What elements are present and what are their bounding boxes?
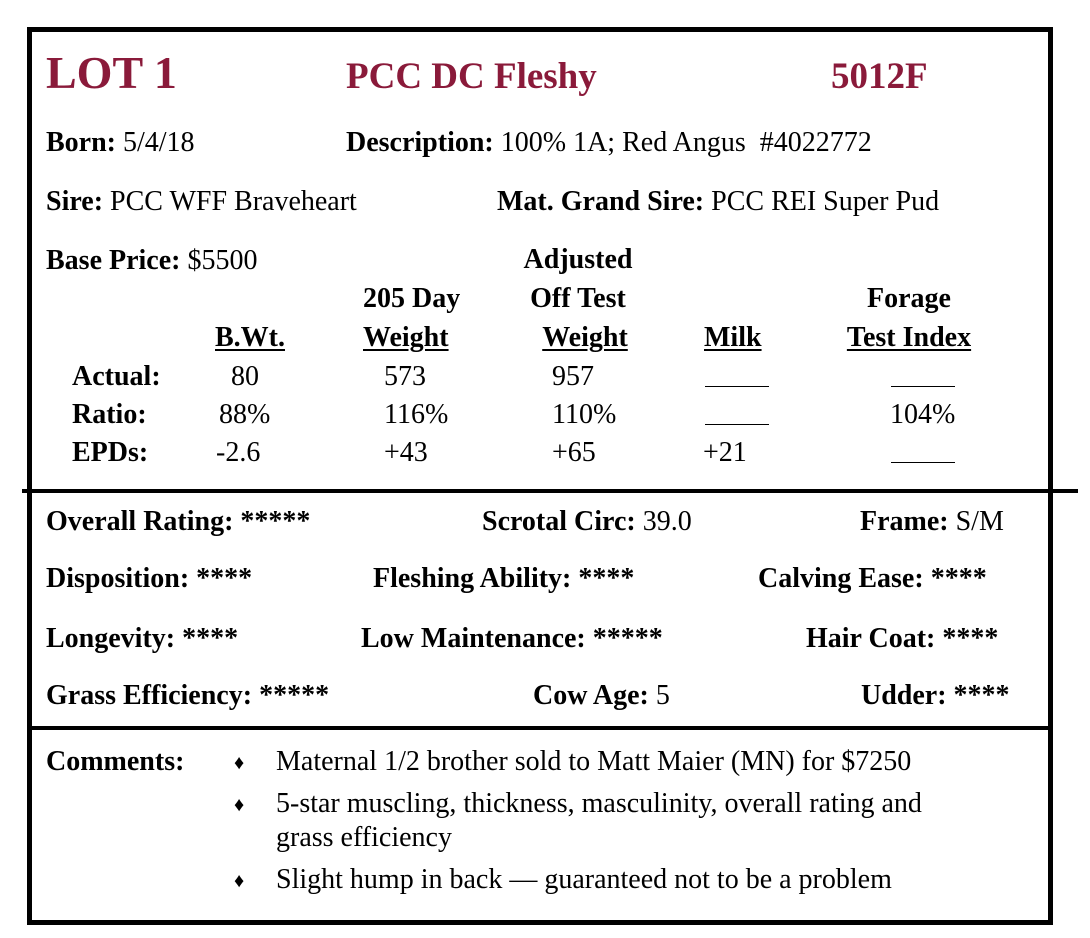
overall-rating: Overall Rating: ***** bbox=[46, 506, 311, 537]
base-price-label: Base Price: bbox=[46, 245, 181, 276]
header-forage-line2: Test Index bbox=[846, 322, 972, 353]
base-price-value: $5500 bbox=[187, 245, 258, 276]
row-ratio-label: Ratio: bbox=[72, 399, 147, 430]
description-label: Description: bbox=[346, 127, 494, 158]
row-actual-205: 573 bbox=[384, 361, 426, 392]
low-maintenance: Low Maintenance: ***** bbox=[361, 623, 663, 654]
comment-item: 5-star muscling, thickness, masculinity,… bbox=[276, 788, 922, 819]
calving-ease: Calving Ease: **** bbox=[758, 563, 987, 594]
row-ratio-milk bbox=[705, 415, 769, 433]
cow-age: Cow Age: 5 bbox=[533, 680, 670, 711]
sire-label: Sire: bbox=[46, 186, 104, 217]
row-epds-forage bbox=[891, 453, 955, 471]
bullet-icon: ♦ bbox=[234, 794, 245, 816]
row-actual-milk bbox=[705, 377, 769, 395]
grass-efficiency: Grass Efficiency: ***** bbox=[46, 680, 330, 711]
scrotal-circ: Scrotal Circ: 39.0 bbox=[482, 506, 692, 537]
row-ratio-bwt: 88% bbox=[219, 399, 271, 430]
longevity: Longevity: **** bbox=[46, 623, 239, 654]
row-ratio-adj: 110% bbox=[552, 399, 617, 430]
mgs-label: Mat. Grand Sire: bbox=[497, 186, 705, 217]
header-adj-line1: Adjusted bbox=[523, 244, 633, 275]
fleshing-ability: Fleshing Ability: **** bbox=[373, 563, 635, 594]
header-bwt: B.Wt. bbox=[215, 322, 285, 353]
row-epds-205: +43 bbox=[384, 437, 428, 468]
comments-label: Comments: bbox=[46, 746, 185, 777]
row-epds-milk: +21 bbox=[703, 437, 747, 468]
bullet-icon: ♦ bbox=[234, 752, 245, 774]
lot-number: LOT 1 bbox=[46, 47, 177, 98]
base-price-line: Base Price: $5500 bbox=[46, 245, 258, 277]
comment-item-continuation: grass efficiency bbox=[276, 822, 452, 853]
description-line: Description: 100% 1A; Red Angus #4022772 bbox=[346, 127, 872, 159]
header-205-line2: Weight bbox=[363, 322, 449, 353]
row-actual-forage bbox=[891, 377, 955, 395]
header-adj-line2: Off Test bbox=[530, 283, 626, 314]
bullet-icon: ♦ bbox=[234, 870, 245, 892]
row-actual-bwt: 80 bbox=[231, 361, 259, 392]
udder: Udder: **** bbox=[861, 680, 1010, 711]
mat-grand-sire-line: Mat. Grand Sire: PCC REI Super Pud bbox=[497, 186, 939, 218]
header-adj-line3: Weight bbox=[542, 322, 628, 353]
sire-value: PCC WFF Braveheart bbox=[110, 186, 357, 217]
lot-card bbox=[27, 27, 1053, 925]
comment-item: Maternal 1/2 brother sold to Matt Maier … bbox=[276, 746, 912, 777]
born-label: Born: bbox=[46, 127, 116, 158]
comments-divider bbox=[27, 726, 1053, 730]
header-205-line1: 205 Day bbox=[363, 283, 461, 314]
row-ratio-205: 116% bbox=[384, 399, 449, 430]
hair-coat: Hair Coat: **** bbox=[806, 623, 999, 654]
born-line: Born: 5/4/18 bbox=[46, 127, 195, 159]
header-forage-line1: Forage bbox=[867, 283, 951, 314]
row-epds-label: EPDs: bbox=[72, 437, 149, 468]
tag-number: 5012F bbox=[831, 56, 928, 97]
description-value: 100% 1A; Red Angus #4022772 bbox=[500, 127, 872, 158]
animal-name: PCC DC Fleshy bbox=[346, 56, 597, 97]
section-divider bbox=[22, 489, 1078, 493]
row-epds-adj: +65 bbox=[552, 437, 596, 468]
row-ratio-forage: 104% bbox=[890, 399, 956, 430]
comment-item: Slight hump in back — guaranteed not to … bbox=[276, 864, 892, 895]
born-value: 5/4/18 bbox=[123, 127, 195, 158]
row-epds-bwt: -2.6 bbox=[216, 437, 261, 468]
frame-size: Frame: S/M bbox=[860, 506, 1004, 537]
header-milk: Milk bbox=[704, 322, 762, 353]
sire-line: Sire: PCC WFF Braveheart bbox=[46, 186, 357, 218]
disposition: Disposition: **** bbox=[46, 563, 253, 594]
row-actual-label: Actual: bbox=[72, 361, 161, 392]
mgs-value: PCC REI Super Pud bbox=[711, 186, 940, 217]
row-actual-adj: 957 bbox=[552, 361, 594, 392]
